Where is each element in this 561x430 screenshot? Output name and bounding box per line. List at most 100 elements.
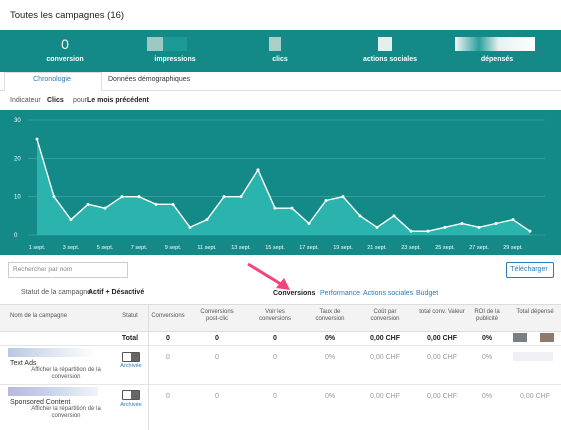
total-cell: 0,00 CHF <box>370 335 400 342</box>
metric-label: impressions <box>154 56 196 63</box>
point <box>188 225 192 229</box>
view-link[interactable]: Performance <box>320 290 361 297</box>
total-label: Total <box>121 335 139 342</box>
y-tick-label: 30 <box>14 118 21 124</box>
metric-value: 0 <box>61 36 69 52</box>
point <box>137 195 141 199</box>
point <box>375 225 379 229</box>
view-link[interactable]: Budget <box>416 290 439 297</box>
point <box>477 225 481 229</box>
campaign-name[interactable]: Text Ads <box>10 360 37 367</box>
indicator-period[interactable]: Le mois précédent <box>87 97 149 104</box>
status-filter-value[interactable]: Actif + Désactivé <box>88 289 145 296</box>
total-cell: 0% <box>324 335 336 342</box>
point <box>256 168 260 172</box>
indicator-metric[interactable]: Clics <box>47 97 64 104</box>
x-tick-label: 7 sept. <box>131 245 148 251</box>
point <box>222 195 226 199</box>
row-cell: 0 <box>166 393 170 400</box>
x-tick-label: 27 sept. <box>469 245 489 251</box>
page-title: Toutes les campagnes (16) <box>10 10 125 21</box>
search-placeholder[interactable]: Rechercher par nom <box>13 266 73 273</box>
search-box[interactable] <box>8 262 128 278</box>
row-cell: 0,00 CHF <box>370 354 400 361</box>
arrow-head <box>276 278 290 290</box>
blurred-value <box>540 333 554 342</box>
status-toggle[interactable] <box>122 390 140 400</box>
blurred-value <box>378 37 392 51</box>
point <box>69 218 73 222</box>
arrow-shaft <box>247 262 285 288</box>
x-tick-label: 1 sept. <box>29 245 46 251</box>
active-tab-box <box>4 72 102 91</box>
row-divider <box>0 345 561 346</box>
total-cell: 0 <box>215 335 219 342</box>
annotation-arrow <box>247 262 290 290</box>
point <box>307 222 311 225</box>
point <box>205 218 209 222</box>
column-header: ROI de la publicité <box>474 309 500 322</box>
tab[interactable]: Données démographiques <box>108 76 191 83</box>
chart: 0 10 20 30 1 sept. 3 sept. 5 sept. 7 sept. 9 sep… <box>0 110 561 255</box>
column-header: Voir les conversions <box>258 309 291 322</box>
row-cell: 0,00 CHF <box>370 393 400 400</box>
row-cell: 0% <box>324 393 336 400</box>
blurred-value <box>269 37 281 51</box>
row-cell: 0% <box>481 393 493 400</box>
point <box>239 195 243 199</box>
column-header: Coût par conversion <box>370 309 400 322</box>
row-cell: 0,00 CHF <box>520 393 550 400</box>
row-cell: 0 <box>273 354 277 361</box>
blurred-name <box>8 348 98 357</box>
metric-label: conversion <box>46 56 84 63</box>
point <box>358 214 362 218</box>
x-tick-label: 9 sept. <box>165 245 182 251</box>
point <box>103 206 107 210</box>
x-tick-label: 25 sept. <box>435 245 455 251</box>
breakdown-link[interactable]: Afficher la répartition de la conversion <box>31 406 101 419</box>
x-tick-label: 23 sept. <box>401 245 421 251</box>
breakdown-link[interactable]: Afficher la répartition de la conversion <box>31 367 101 380</box>
point <box>443 225 447 229</box>
y-tick-label: 0 <box>14 233 18 239</box>
tab[interactable]: Chronologie <box>33 76 71 83</box>
point <box>154 202 158 206</box>
total-cell: 0 <box>273 335 277 342</box>
point <box>86 202 90 206</box>
blurred-value <box>163 37 187 51</box>
tabs-bar <box>0 72 561 91</box>
x-tick-label: 19 sept. <box>333 245 353 251</box>
column-header: Conversions <box>151 313 185 319</box>
blurred-value <box>513 352 553 361</box>
indicator-for: pour <box>73 97 88 104</box>
blurred-value <box>147 37 163 51</box>
view-link[interactable]: Actions sociales <box>363 290 414 297</box>
point <box>171 202 175 206</box>
x-tick-label: 3 sept. <box>63 245 80 251</box>
row-cell: 0 <box>273 393 277 400</box>
column-header: Statut <box>122 313 138 319</box>
x-tick-label: 11 sept. <box>197 245 217 251</box>
row-cell: 0,00 CHF <box>427 354 457 361</box>
metric-label: clics <box>272 56 288 63</box>
download-button[interactable] <box>506 262 554 278</box>
view-link[interactable]: Conversions <box>273 290 316 297</box>
column-header: total conv. Valeur <box>419 309 465 315</box>
total-cell: 0 <box>166 335 170 342</box>
point <box>494 222 498 225</box>
point <box>120 195 124 199</box>
point <box>409 229 413 233</box>
y-tick-label: 20 <box>14 156 21 162</box>
point <box>341 195 345 199</box>
status-toggle[interactable] <box>122 352 140 362</box>
x-tick-label: 21 sept. <box>367 245 387 251</box>
column-header: Taux de conversion <box>315 309 345 322</box>
row-cell: 0 <box>166 354 170 361</box>
point <box>426 229 430 233</box>
total-cell: 0,00 CHF <box>427 335 457 342</box>
status-label: Archivée <box>120 402 142 408</box>
campaign-name[interactable]: Sponsored Content <box>10 399 71 406</box>
download-label[interactable]: Télécharger <box>510 266 548 273</box>
point <box>528 229 532 233</box>
